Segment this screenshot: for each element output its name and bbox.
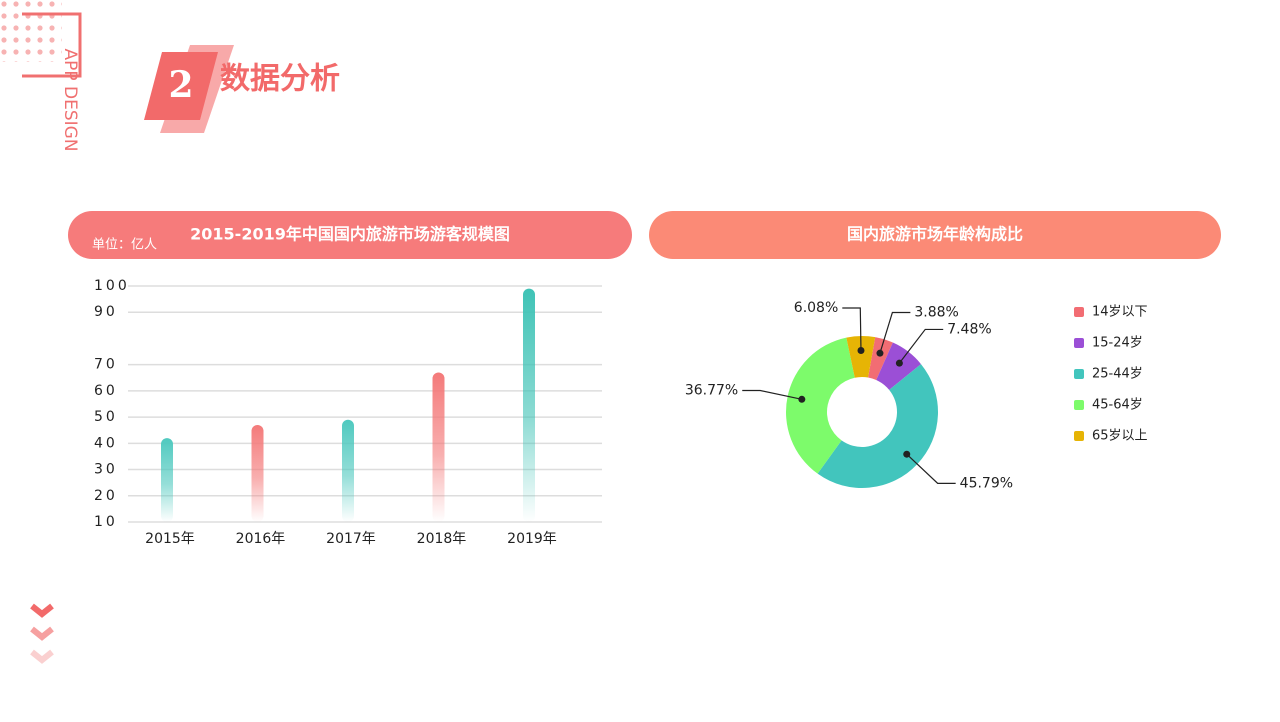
y-tick-label: 30 (94, 462, 118, 478)
badge-number: 2 (168, 64, 193, 106)
bar (161, 438, 173, 522)
y-tick-label: 50 (94, 409, 118, 425)
chart-title: 国内旅游市场年龄构成比 (847, 225, 1023, 244)
y-tick-label: 10 (94, 514, 118, 530)
y-tick-label: 20 (94, 488, 118, 504)
leader-line (842, 307, 862, 351)
x-tick-label: 2017年 (326, 531, 376, 547)
data-label: 36.77% (685, 383, 738, 399)
legend-swatch (1074, 338, 1084, 348)
leader-line (742, 389, 802, 400)
legend-label: 25-44岁 (1092, 367, 1143, 382)
bar (251, 424, 264, 522)
x-tick-label: 2018年 (417, 531, 467, 547)
y-tick-label: 60 (94, 383, 118, 399)
legend-label: 65岁以上 (1092, 429, 1148, 444)
bar (342, 419, 354, 522)
chevrons (30, 603, 54, 664)
bar (523, 288, 535, 522)
badge (144, 52, 218, 120)
legend-swatch (1074, 307, 1084, 317)
title-bar (68, 211, 632, 259)
y-tick-label: 70 (94, 357, 118, 373)
side-label: APP DESIGN (60, 48, 80, 151)
data-label: 7.48% (947, 321, 991, 337)
leader-line (906, 453, 956, 484)
data-label: 6.08% (794, 300, 838, 316)
legend-swatch (1074, 369, 1084, 379)
legend-swatch (1074, 431, 1084, 441)
y-tick-label: 100 (94, 278, 130, 294)
pie-slice (786, 337, 855, 474)
x-tick-label: 2019年 (507, 531, 557, 547)
legend-swatch (1074, 400, 1084, 410)
pie-slice (868, 337, 893, 381)
chart-title: 2015-2019年中国国内旅游市场游客规模图 (190, 225, 510, 244)
y-tick-label: 90 (94, 304, 118, 320)
title-bar (649, 211, 1221, 259)
corner-frame (22, 12, 82, 78)
page-title: 数据分析 (220, 62, 340, 97)
leader-line (898, 328, 944, 364)
data-label: 3.88% (914, 305, 958, 321)
x-tick-label: 2016年 (236, 531, 286, 547)
dot-pattern (0, 0, 62, 62)
y-tick-label: 40 (94, 435, 118, 451)
data-label: 45.79% (960, 475, 1013, 491)
legend-label: 15-24岁 (1092, 336, 1143, 351)
leader-line (879, 311, 911, 354)
pie-slice (846, 336, 876, 378)
bar (432, 372, 445, 522)
legend-label: 14岁以下 (1092, 305, 1148, 320)
unit-label: 单位：亿人 (92, 238, 157, 253)
legend-label: 45-64岁 (1092, 398, 1143, 413)
x-tick-label: 2015年 (145, 531, 195, 547)
